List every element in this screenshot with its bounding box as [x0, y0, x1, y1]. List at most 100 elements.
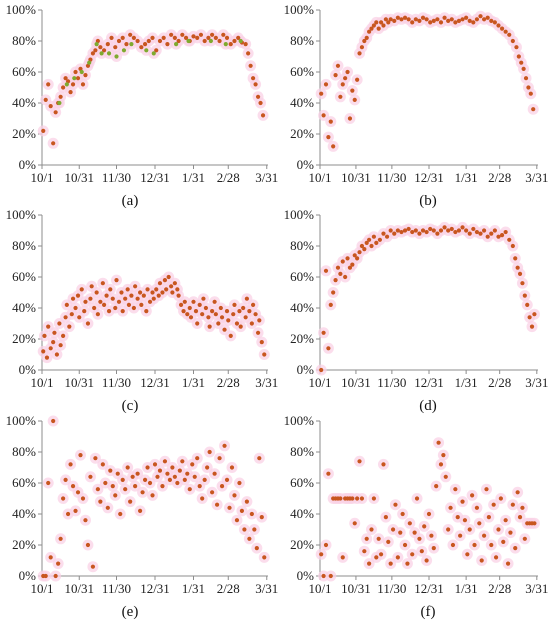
- data-point: [44, 355, 50, 360]
- y-tick-label: 100%: [284, 413, 315, 428]
- data-point: [53, 573, 58, 579]
- data-point: [214, 502, 220, 507]
- data-point: [172, 474, 177, 479]
- data-point: [471, 20, 476, 25]
- data-point: [70, 484, 76, 489]
- data-point: [73, 305, 78, 311]
- data-point: [70, 296, 76, 301]
- data-point: [426, 511, 432, 517]
- data-point: [248, 63, 253, 68]
- data-point: [255, 330, 261, 335]
- data-point: [200, 312, 205, 317]
- data-point: [129, 42, 134, 47]
- data-point: [367, 29, 372, 34]
- data-point: [338, 271, 343, 276]
- data-point: [529, 324, 535, 329]
- data-point: [109, 35, 114, 41]
- data-point: [429, 533, 434, 538]
- data-point: [123, 487, 128, 492]
- data-point: [460, 499, 465, 504]
- data-point: [206, 315, 211, 320]
- y-tick-label: 100%: [284, 207, 315, 222]
- data-point: [106, 309, 112, 314]
- data-point: [231, 312, 236, 317]
- data-point: [453, 487, 458, 492]
- data-point: [352, 97, 357, 102]
- data-point: [526, 85, 531, 90]
- x-tick-label: 10/1: [308, 170, 331, 185]
- data-point: [455, 515, 460, 520]
- data-point: [406, 17, 411, 22]
- data-point: [424, 229, 429, 235]
- data-point: [331, 290, 336, 295]
- data-point: [350, 496, 355, 501]
- data-point: [464, 228, 469, 233]
- data-point: [195, 456, 200, 461]
- y-tick-label: 60%: [290, 269, 314, 284]
- data-point: [92, 305, 97, 311]
- data-point: [88, 296, 93, 301]
- data-point: [70, 82, 76, 87]
- data-point: [165, 471, 170, 476]
- data-point: [125, 287, 130, 292]
- panel-label: (f): [421, 604, 436, 620]
- data-point: [362, 247, 367, 252]
- x-tick-label: 10/31: [64, 375, 94, 390]
- data-point: [222, 443, 227, 448]
- data-point: [258, 100, 263, 106]
- data-point: [63, 76, 68, 81]
- data-point: [485, 15, 490, 20]
- data-point: [481, 17, 487, 22]
- data-point: [241, 305, 246, 311]
- data-point: [321, 573, 326, 579]
- data-point: [43, 97, 48, 102]
- data-point: [224, 35, 230, 41]
- chart-panel-1: 0% 20% 40% 60% 80% 100% 10/1 10/31 11/30 12/31 1/3…: [6, 2, 279, 209]
- x-tick-label: 3/31: [525, 375, 548, 390]
- data-point: [93, 48, 98, 53]
- data-point: [217, 38, 222, 44]
- data-point: [383, 17, 388, 22]
- data-point: [508, 530, 513, 535]
- x-tick-label: 12/31: [414, 170, 444, 185]
- data-point: [46, 82, 51, 87]
- data-point: [424, 558, 429, 563]
- data-point: [381, 23, 386, 28]
- y-tick-label: 0%: [19, 362, 37, 377]
- data-point: [395, 228, 400, 233]
- data-point: [417, 231, 422, 236]
- data-point: [94, 290, 99, 295]
- y-tick-label: 80%: [12, 444, 36, 459]
- data-point: [82, 309, 87, 314]
- x-tick-label: 12/31: [140, 375, 170, 390]
- data-point: [133, 484, 138, 489]
- x-tick-label: 3/31: [255, 170, 278, 185]
- data-point: [464, 15, 469, 20]
- data-point: [374, 20, 379, 25]
- x-tick-label: 2/28: [488, 375, 511, 390]
- data-point: [485, 234, 490, 239]
- data-point: [399, 17, 404, 22]
- data-point: [428, 226, 433, 232]
- data-point: [326, 135, 331, 140]
- data-point: [228, 333, 233, 338]
- y-tick-label: 40%: [290, 95, 314, 110]
- y-tick-label: 60%: [290, 475, 314, 490]
- data-point: [234, 518, 240, 523]
- x-tick-label: 1/31: [455, 170, 478, 185]
- data-point: [420, 15, 426, 20]
- data-point: [359, 45, 365, 50]
- data-point: [110, 484, 115, 489]
- x-tick-label: 3/31: [525, 170, 548, 185]
- data-point: [406, 226, 411, 232]
- data-point: [94, 42, 99, 47]
- data-point: [174, 42, 179, 47]
- data-point: [90, 51, 96, 56]
- data-point: [130, 474, 135, 479]
- data-point: [154, 48, 159, 53]
- data-point: [431, 546, 436, 551]
- data-point: [384, 234, 390, 239]
- data-point: [371, 234, 377, 239]
- data-point: [162, 278, 168, 283]
